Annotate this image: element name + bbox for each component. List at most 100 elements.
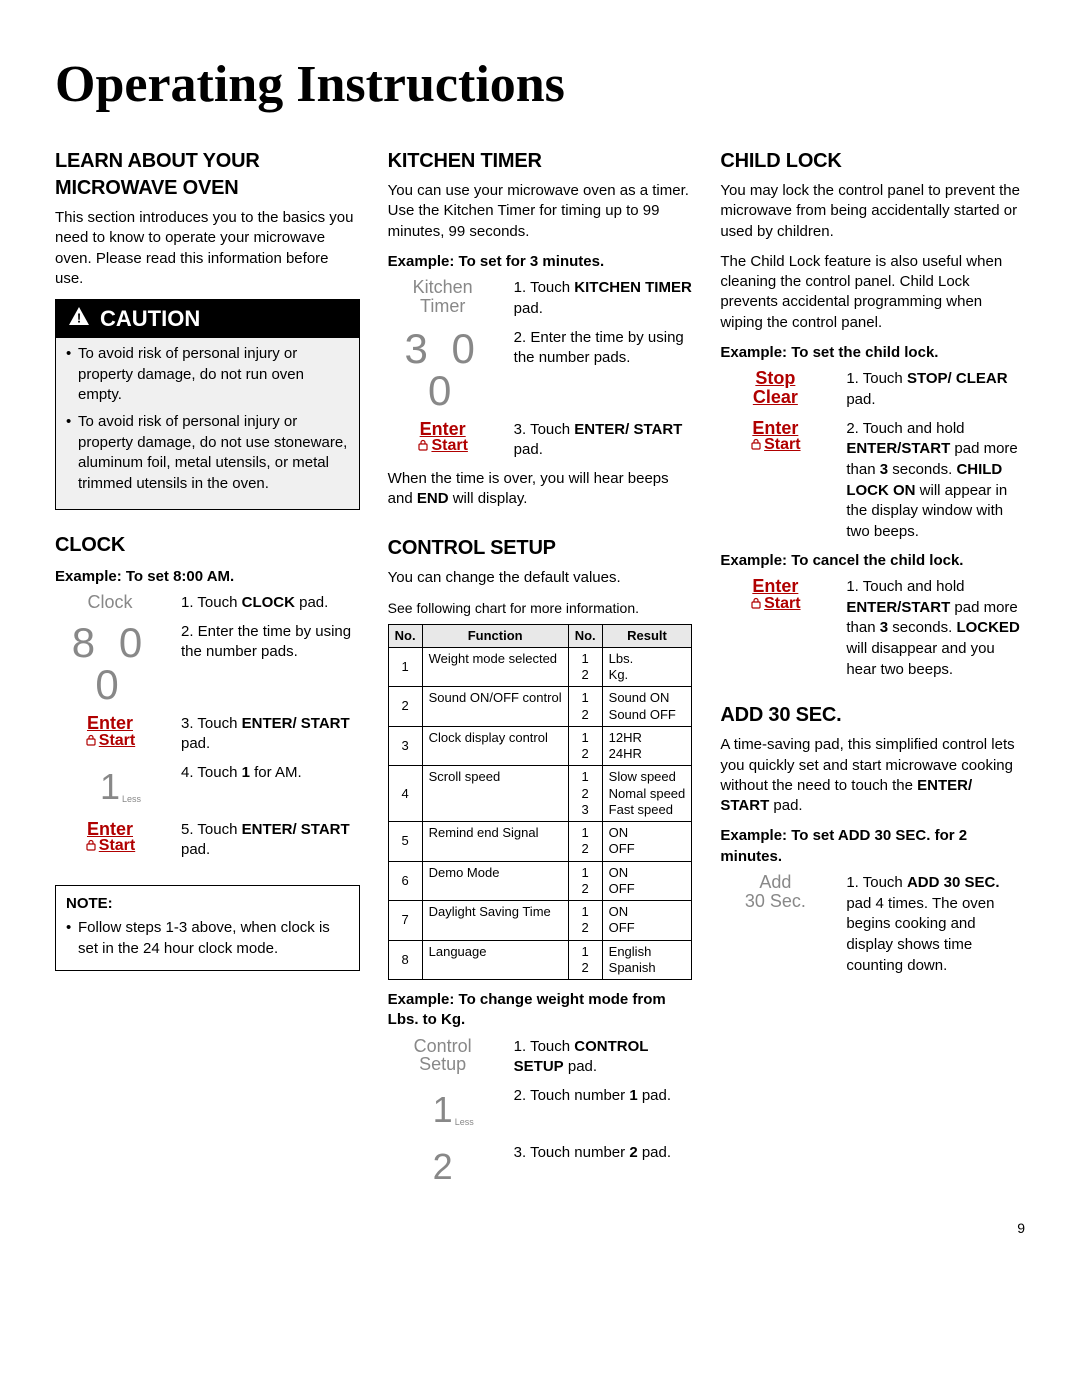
lock-icon	[85, 734, 97, 751]
svg-text:!: !	[77, 311, 81, 326]
timer-heading: KITCHEN TIMER	[388, 148, 693, 175]
note-title: NOTE:	[66, 894, 349, 914]
step-row: EnterStart3. Touch ENTER/ START pad.	[388, 420, 693, 461]
pad-number: 2	[433, 1143, 453, 1192]
cell-fn: Sound ON/OFF control	[422, 687, 568, 727]
caution-item: To avoid risk of personal injury or prop…	[66, 344, 349, 406]
cell-no: 8	[388, 940, 422, 980]
step-row: 23. Touch number 2 pad.	[388, 1143, 693, 1192]
setup-steps: ControlSetup1. Touch CONTROL SETUP pad. 1…	[388, 1037, 693, 1192]
step-text: 2. Touch number 1 pad.	[514, 1086, 693, 1107]
cell-res: ONOFF	[602, 822, 692, 862]
step-row: EnterStart1. Touch and hold ENTER/START …	[720, 577, 1025, 680]
cell-no: 6	[388, 861, 422, 901]
add30-steps: Add30 Sec.1. Touch ADD 30 SEC. pad 4 tim…	[720, 873, 1025, 976]
cell-res: Slow speedNomal speedFast speed	[602, 766, 692, 822]
caution-header: ! CAUTION	[56, 300, 359, 338]
cell-opt: 12	[568, 901, 602, 941]
clock-steps: Clock1. Touch CLOCK pad. 8 0 0 2. Enter th…	[55, 593, 360, 861]
column-1: LEARN ABOUT YOUR MICROWAVE OVEN This sec…	[55, 148, 360, 1199]
step-text: 1. Touch STOP/ CLEAR pad.	[846, 369, 1025, 410]
clock-example-label: Example: To set 8:00 AM.	[55, 567, 360, 587]
th-no: No.	[388, 624, 422, 647]
pad-number: 1Less	[433, 1086, 453, 1135]
pad-enter-start: EnterStart	[388, 420, 498, 457]
cell-no: 1	[388, 647, 422, 687]
caution-label: CAUTION	[100, 304, 200, 334]
table-row: 3Clock display control1212HR24HR	[388, 726, 692, 766]
page-number: 9	[55, 1219, 1025, 1238]
pad-add30: Add30 Sec.	[720, 873, 830, 911]
step-row: 1Less4. Touch 1 for AM.	[55, 763, 360, 812]
th-fn: Function	[422, 624, 568, 647]
childlock-intro1: You may lock the control panel to preven…	[720, 181, 1025, 242]
timer-after: When the time is over, you will hear bee…	[388, 469, 693, 510]
learn-heading: LEARN ABOUT YOUR MICROWAVE OVEN	[55, 148, 360, 202]
step-text: 1. Touch KITCHEN TIMER pad.	[514, 278, 693, 319]
setup-heading: CONTROL SETUP	[388, 535, 693, 562]
add30-example-label: Example: To set ADD 30 SEC. for 2 minute…	[720, 826, 1025, 867]
childlock-intro2: The Child Lock feature is also useful wh…	[720, 252, 1025, 333]
step-row: ControlSetup1. Touch CONTROL SETUP pad.	[388, 1037, 693, 1078]
cell-res: ONOFF	[602, 861, 692, 901]
setup-table: No. Function No. Result 1Weight mode sel…	[388, 624, 693, 981]
cell-fn: Demo Mode	[422, 861, 568, 901]
warning-icon: !	[68, 304, 90, 334]
caution-box: ! CAUTION To avoid risk of personal inju…	[55, 299, 360, 510]
step-row: Clock1. Touch CLOCK pad.	[55, 593, 360, 614]
step-text: 1. Touch CLOCK pad.	[181, 593, 360, 614]
cell-fn: Weight mode selected	[422, 647, 568, 687]
lock-icon	[750, 597, 762, 614]
cell-opt: 12	[568, 687, 602, 727]
cell-opt: 12	[568, 726, 602, 766]
pad-enter-start: EnterStart	[720, 577, 830, 614]
pad-digits: 8 0 0	[55, 622, 165, 706]
table-row: 4Scroll speed123Slow speedNomal speedFas…	[388, 766, 692, 822]
cell-fn: Language	[422, 940, 568, 980]
step-text: 2. Touch and hold ENTER/START pad more t…	[846, 419, 1025, 543]
cell-opt: 12	[568, 861, 602, 901]
step-row: 3 0 0 2. Enter the time by using the numb…	[388, 328, 693, 412]
timer-intro: You can use your microwave oven as a tim…	[388, 181, 693, 242]
setup-intro2: See following chart for more information…	[388, 599, 693, 618]
cell-no: 2	[388, 687, 422, 727]
cell-res: Lbs.Kg.	[602, 647, 692, 687]
cell-res: Sound ONSound OFF	[602, 687, 692, 727]
step-row: 1Less 2. Touch number 1 pad.	[388, 1086, 693, 1135]
learn-intro: This section introduces you to the basic…	[55, 208, 360, 289]
step-row: Add30 Sec.1. Touch ADD 30 SEC. pad 4 tim…	[720, 873, 1025, 976]
step-row: 8 0 0 2. Enter the time by using the numb…	[55, 622, 360, 706]
step-text: 2. Enter the time by using the number pa…	[181, 622, 360, 663]
cell-no: 4	[388, 766, 422, 822]
table-row: 8Language12EnglishSpanish	[388, 940, 692, 980]
childlock-ex2-label: Example: To cancel the child lock.	[720, 551, 1025, 571]
pad-enter-start: EnterStart	[55, 714, 165, 751]
cell-no: 7	[388, 901, 422, 941]
cell-fn: Remind end Signal	[422, 822, 568, 862]
pad-label: KitchenTimer	[388, 278, 498, 316]
clock-heading: CLOCK	[55, 532, 360, 559]
setup-example-label: Example: To change weight mode from Lbs.…	[388, 990, 693, 1031]
cell-opt: 12	[568, 822, 602, 862]
childlock-heading: CHILD LOCK	[720, 148, 1025, 175]
caution-item: To avoid risk of personal injury or prop…	[66, 412, 349, 495]
pad-digits: 3 0 0	[388, 328, 498, 412]
step-text: 2. Enter the time by using the number pa…	[514, 328, 693, 369]
content-columns: LEARN ABOUT YOUR MICROWAVE OVEN This sec…	[55, 148, 1025, 1199]
pad-enter-start: EnterStart	[720, 419, 830, 456]
childlock-ex1-steps: StopClear1. Touch STOP/ CLEAR pad. EnterS…	[720, 369, 1025, 543]
table-row: 6Demo Mode12ONOFF	[388, 861, 692, 901]
pad-enter-start: EnterStart	[55, 820, 165, 857]
step-row: StopClear1. Touch STOP/ CLEAR pad.	[720, 369, 1025, 410]
cell-fn: Scroll speed	[422, 766, 568, 822]
pad-number: 1Less	[100, 763, 120, 812]
lock-icon	[417, 439, 429, 456]
cell-res: EnglishSpanish	[602, 940, 692, 980]
step-row: EnterStart 2. Touch and hold ENTER/START …	[720, 419, 1025, 543]
column-2: KITCHEN TIMER You can use your microwave…	[388, 148, 693, 1199]
timer-steps: KitchenTimer 1. Touch KITCHEN TIMER pad. 3…	[388, 278, 693, 461]
table-row: 2Sound ON/OFF control12Sound ONSound OFF	[388, 687, 692, 727]
cell-fn: Clock display control	[422, 726, 568, 766]
timer-example-label: Example: To set for 3 minutes.	[388, 252, 693, 272]
cell-fn: Daylight Saving Time	[422, 901, 568, 941]
